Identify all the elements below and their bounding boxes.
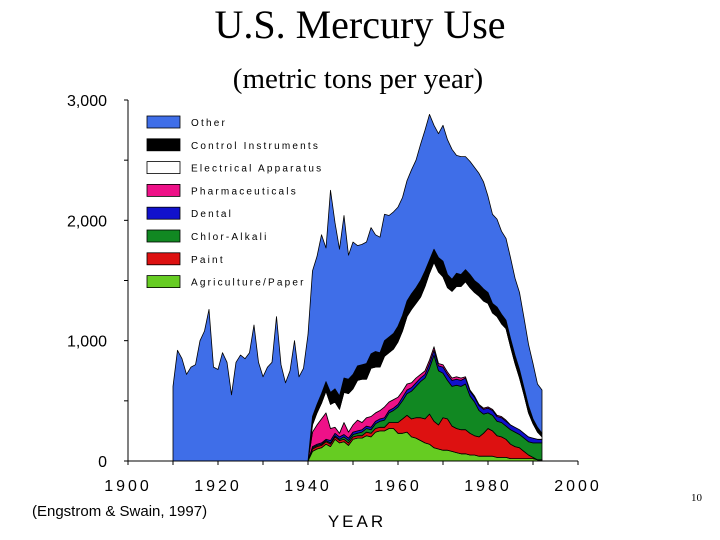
legend-swatch: [146, 206, 181, 220]
x-tick-label: 1940: [284, 478, 332, 495]
legend-swatch: [146, 115, 181, 129]
legend-label: Chlor-Alkali: [191, 232, 269, 243]
legend-item-pharmaceuticals: Pharmaceuticals: [146, 183, 298, 197]
series-areas: [172, 114, 543, 462]
y-tick-label: 3,000: [67, 93, 107, 110]
legend-item-electrical-apparatus: Electrical Apparatus: [146, 161, 323, 175]
legend-label: Electrical Apparatus: [191, 164, 323, 175]
legend-swatch: [146, 183, 181, 197]
x-tick-label: 1900: [104, 478, 152, 495]
legend-swatch: [146, 229, 181, 243]
x-tick-label: 2000: [554, 478, 602, 495]
legend-label: Control Instruments: [191, 141, 320, 152]
legend-swatch: [146, 252, 181, 266]
chart-title: U.S. Mercury Use: [214, 2, 506, 47]
legend-item-paint: Paint: [146, 252, 225, 266]
legend-label: Paint: [191, 255, 225, 266]
chart-subtitle: (metric tons per year): [232, 63, 484, 95]
axes: 0 1,000 2,000 3,000 1900 1920 1940 1960 1980 2000: [67, 93, 602, 495]
x-tick-label: 1980: [464, 478, 512, 495]
legend-item-other: Other: [146, 115, 227, 129]
x-tick-label: 1920: [194, 478, 242, 495]
legend-label: Dental: [191, 209, 233, 220]
legend-swatch: [146, 275, 181, 289]
x-axis-title: YEAR: [328, 512, 386, 531]
legend-label: Agriculture/Paper: [191, 278, 306, 289]
legend-swatch: [146, 138, 181, 152]
legend-label: Other: [191, 118, 227, 129]
legend-swatch: [146, 161, 181, 175]
page-number: 10: [691, 492, 702, 504]
y-tick-label: 2,000: [67, 213, 107, 230]
legend-item-agriculture-paper: Agriculture/Paper: [146, 275, 306, 289]
legend-item-dental: Dental: [146, 206, 233, 220]
legend-item-chlor-alkali: Chlor-Alkali: [146, 229, 269, 243]
x-tick-label: 1960: [374, 478, 422, 495]
legend-label: Pharmaceuticals: [191, 186, 298, 197]
legend-item-control-instruments: Control Instruments: [146, 138, 320, 152]
y-tick-label: 1,000: [67, 334, 107, 351]
y-tick-label: 0: [98, 454, 107, 471]
legend: Other Control Instruments Electrical Appar…: [146, 115, 323, 289]
source-note: (Engstrom & Swain, 1997): [32, 503, 208, 520]
